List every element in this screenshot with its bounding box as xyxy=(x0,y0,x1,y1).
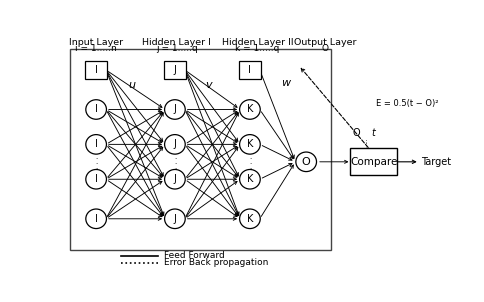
Ellipse shape xyxy=(165,209,185,229)
Ellipse shape xyxy=(86,209,106,229)
Text: J: J xyxy=(173,214,176,224)
Text: Error Back propagation: Error Back propagation xyxy=(164,259,268,268)
Text: .
.
.: . . . xyxy=(174,154,176,170)
FancyBboxPatch shape xyxy=(70,49,331,250)
Text: J: J xyxy=(173,174,176,184)
Text: j = 1.....q: j = 1.....q xyxy=(156,44,197,53)
Ellipse shape xyxy=(240,100,260,119)
Text: I: I xyxy=(95,104,98,114)
Text: I: I xyxy=(248,65,251,75)
Ellipse shape xyxy=(165,169,185,189)
Text: v: v xyxy=(205,80,212,90)
Text: Output Layer: Output Layer xyxy=(294,37,356,47)
Text: K: K xyxy=(247,174,253,184)
Text: k = 1.....q: k = 1.....q xyxy=(235,44,280,53)
Text: u: u xyxy=(128,80,135,90)
Text: E = 0.5(t − O)²: E = 0.5(t − O)² xyxy=(376,99,438,108)
Text: O: O xyxy=(302,157,311,167)
Text: Compare: Compare xyxy=(350,157,397,167)
Text: J: J xyxy=(173,104,176,114)
Ellipse shape xyxy=(240,135,260,154)
Text: Hidden Layer II: Hidden Layer II xyxy=(222,37,293,47)
Text: J: J xyxy=(173,139,176,149)
Text: I: I xyxy=(95,65,98,75)
Text: K: K xyxy=(247,139,253,149)
Text: Target: Target xyxy=(421,157,451,167)
Text: t: t xyxy=(372,128,376,138)
FancyBboxPatch shape xyxy=(239,61,261,79)
Text: i = 1.....n: i = 1.....n xyxy=(75,44,117,53)
Text: K: K xyxy=(247,214,253,224)
FancyBboxPatch shape xyxy=(350,149,397,175)
Text: O: O xyxy=(353,128,361,138)
Text: w: w xyxy=(281,78,290,88)
Text: J: J xyxy=(173,65,176,75)
Ellipse shape xyxy=(165,100,185,119)
Text: I: I xyxy=(95,139,98,149)
Ellipse shape xyxy=(240,169,260,189)
Ellipse shape xyxy=(165,135,185,154)
Text: O: O xyxy=(321,44,329,53)
Text: Input Layer: Input Layer xyxy=(69,37,123,47)
Text: K: K xyxy=(247,104,253,114)
Text: .
.
.: . . . xyxy=(249,154,251,170)
Ellipse shape xyxy=(240,209,260,229)
Ellipse shape xyxy=(296,152,317,172)
Ellipse shape xyxy=(86,100,106,119)
Text: I: I xyxy=(95,214,98,224)
Text: Feed Forward: Feed Forward xyxy=(164,252,225,261)
FancyBboxPatch shape xyxy=(85,61,107,79)
Ellipse shape xyxy=(86,169,106,189)
Text: Hidden Layer I: Hidden Layer I xyxy=(142,37,211,47)
FancyBboxPatch shape xyxy=(164,61,186,79)
Text: I: I xyxy=(95,174,98,184)
Text: .
.
.: . . . xyxy=(95,154,97,170)
Ellipse shape xyxy=(86,135,106,154)
